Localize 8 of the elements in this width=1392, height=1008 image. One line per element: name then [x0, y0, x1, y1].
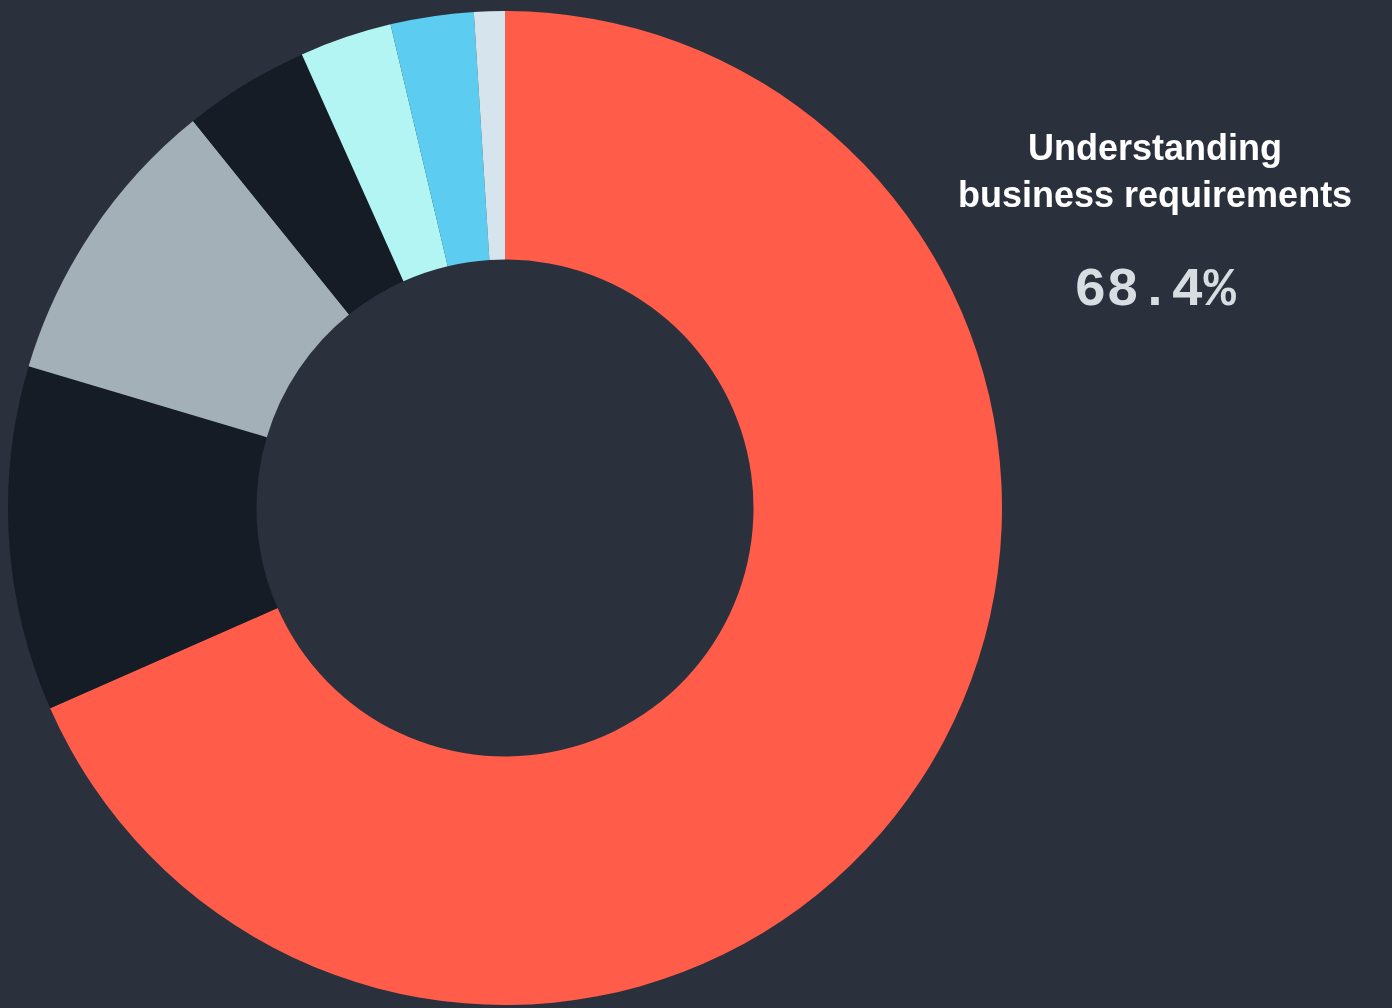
- slice-label: Understanding business requirements: [958, 127, 1353, 215]
- donut-slice: [193, 54, 404, 315]
- donut-slice: [8, 366, 278, 709]
- data-label: 68.4%: [1074, 260, 1237, 321]
- donut-slice: [473, 11, 505, 260]
- donut-slice: [390, 11, 490, 267]
- donut-slice: [28, 121, 350, 438]
- donut-slice: [301, 24, 448, 282]
